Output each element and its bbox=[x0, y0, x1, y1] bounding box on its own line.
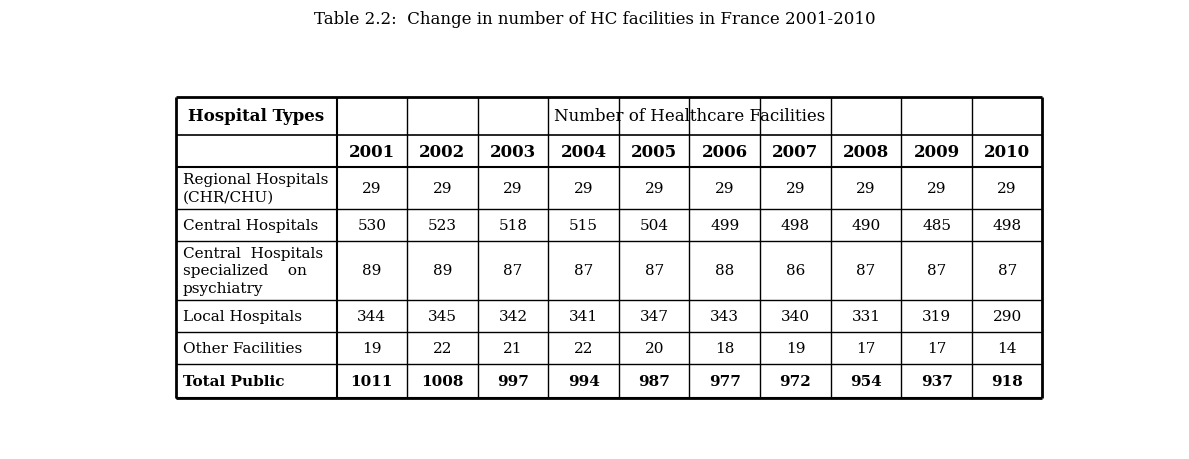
Text: 1011: 1011 bbox=[351, 374, 394, 388]
Text: 88: 88 bbox=[715, 264, 735, 278]
Text: 987: 987 bbox=[638, 374, 671, 388]
Text: 29: 29 bbox=[856, 182, 876, 196]
Text: 2001: 2001 bbox=[348, 143, 395, 160]
Text: 29: 29 bbox=[433, 182, 452, 196]
Text: 29: 29 bbox=[926, 182, 946, 196]
Text: 87: 87 bbox=[503, 264, 523, 278]
Text: 2005: 2005 bbox=[631, 143, 678, 160]
Text: 2004: 2004 bbox=[560, 143, 606, 160]
Text: 340: 340 bbox=[781, 309, 810, 324]
Text: 523: 523 bbox=[428, 218, 457, 232]
Text: 29: 29 bbox=[503, 182, 523, 196]
Text: 87: 87 bbox=[856, 264, 875, 278]
Text: 18: 18 bbox=[715, 341, 735, 355]
Text: 341: 341 bbox=[570, 309, 598, 324]
Text: 89: 89 bbox=[433, 264, 452, 278]
Text: 19: 19 bbox=[786, 341, 805, 355]
Text: 14: 14 bbox=[998, 341, 1017, 355]
Text: Number of Healthcare Facilities: Number of Healthcare Facilities bbox=[554, 108, 825, 125]
Text: 29: 29 bbox=[574, 182, 593, 196]
Text: 498: 498 bbox=[781, 218, 810, 232]
Text: 87: 87 bbox=[644, 264, 663, 278]
Text: 17: 17 bbox=[856, 341, 875, 355]
Text: 918: 918 bbox=[992, 374, 1023, 388]
Text: 2006: 2006 bbox=[702, 143, 748, 160]
Text: 2003: 2003 bbox=[490, 143, 536, 160]
Text: 498: 498 bbox=[993, 218, 1021, 232]
Text: Total Public: Total Public bbox=[183, 374, 284, 388]
Text: Table 2.2:  Change in number of HC facilities in France 2001-2010: Table 2.2: Change in number of HC facili… bbox=[314, 11, 875, 28]
Text: Central  Hospitals
specialized    on
psychiatry: Central Hospitals specialized on psychia… bbox=[183, 246, 323, 296]
Text: Regional Hospitals
(CHR/CHU): Regional Hospitals (CHR/CHU) bbox=[183, 173, 328, 204]
Text: 954: 954 bbox=[850, 374, 882, 388]
Text: Local Hospitals: Local Hospitals bbox=[183, 309, 302, 324]
Text: 345: 345 bbox=[428, 309, 457, 324]
Text: 290: 290 bbox=[993, 309, 1021, 324]
Text: 87: 87 bbox=[998, 264, 1017, 278]
Text: 87: 87 bbox=[927, 264, 946, 278]
Text: 504: 504 bbox=[640, 218, 668, 232]
Text: 87: 87 bbox=[574, 264, 593, 278]
Text: 2008: 2008 bbox=[843, 143, 889, 160]
Text: 29: 29 bbox=[363, 182, 382, 196]
Text: 490: 490 bbox=[851, 218, 881, 232]
Text: 347: 347 bbox=[640, 309, 668, 324]
Text: 342: 342 bbox=[498, 309, 528, 324]
Text: 319: 319 bbox=[921, 309, 951, 324]
Text: 2007: 2007 bbox=[772, 143, 818, 160]
Text: 2009: 2009 bbox=[913, 143, 960, 160]
Text: 21: 21 bbox=[503, 341, 523, 355]
Text: 515: 515 bbox=[570, 218, 598, 232]
Text: 29: 29 bbox=[998, 182, 1017, 196]
Text: 997: 997 bbox=[497, 374, 529, 388]
Text: 20: 20 bbox=[644, 341, 663, 355]
Text: 344: 344 bbox=[357, 309, 386, 324]
Text: 22: 22 bbox=[433, 341, 452, 355]
Text: 29: 29 bbox=[644, 182, 663, 196]
Text: 29: 29 bbox=[786, 182, 805, 196]
Text: 331: 331 bbox=[851, 309, 881, 324]
Text: 994: 994 bbox=[567, 374, 599, 388]
Text: 89: 89 bbox=[363, 264, 382, 278]
Text: 19: 19 bbox=[363, 341, 382, 355]
Text: 972: 972 bbox=[780, 374, 811, 388]
Text: 17: 17 bbox=[927, 341, 946, 355]
Text: 86: 86 bbox=[786, 264, 805, 278]
Text: 2002: 2002 bbox=[420, 143, 466, 160]
Text: 343: 343 bbox=[710, 309, 740, 324]
Text: 937: 937 bbox=[920, 374, 952, 388]
Text: 499: 499 bbox=[710, 218, 740, 232]
Text: 22: 22 bbox=[574, 341, 593, 355]
Text: 530: 530 bbox=[358, 218, 386, 232]
Text: Hospital Types: Hospital Types bbox=[188, 108, 325, 125]
Text: 2010: 2010 bbox=[984, 143, 1030, 160]
Text: Central Hospitals: Central Hospitals bbox=[183, 218, 317, 232]
Text: 485: 485 bbox=[921, 218, 951, 232]
Text: 1008: 1008 bbox=[421, 374, 464, 388]
Text: 518: 518 bbox=[498, 218, 528, 232]
Text: Other Facilities: Other Facilities bbox=[183, 341, 302, 355]
Text: 29: 29 bbox=[715, 182, 735, 196]
Text: 977: 977 bbox=[709, 374, 741, 388]
